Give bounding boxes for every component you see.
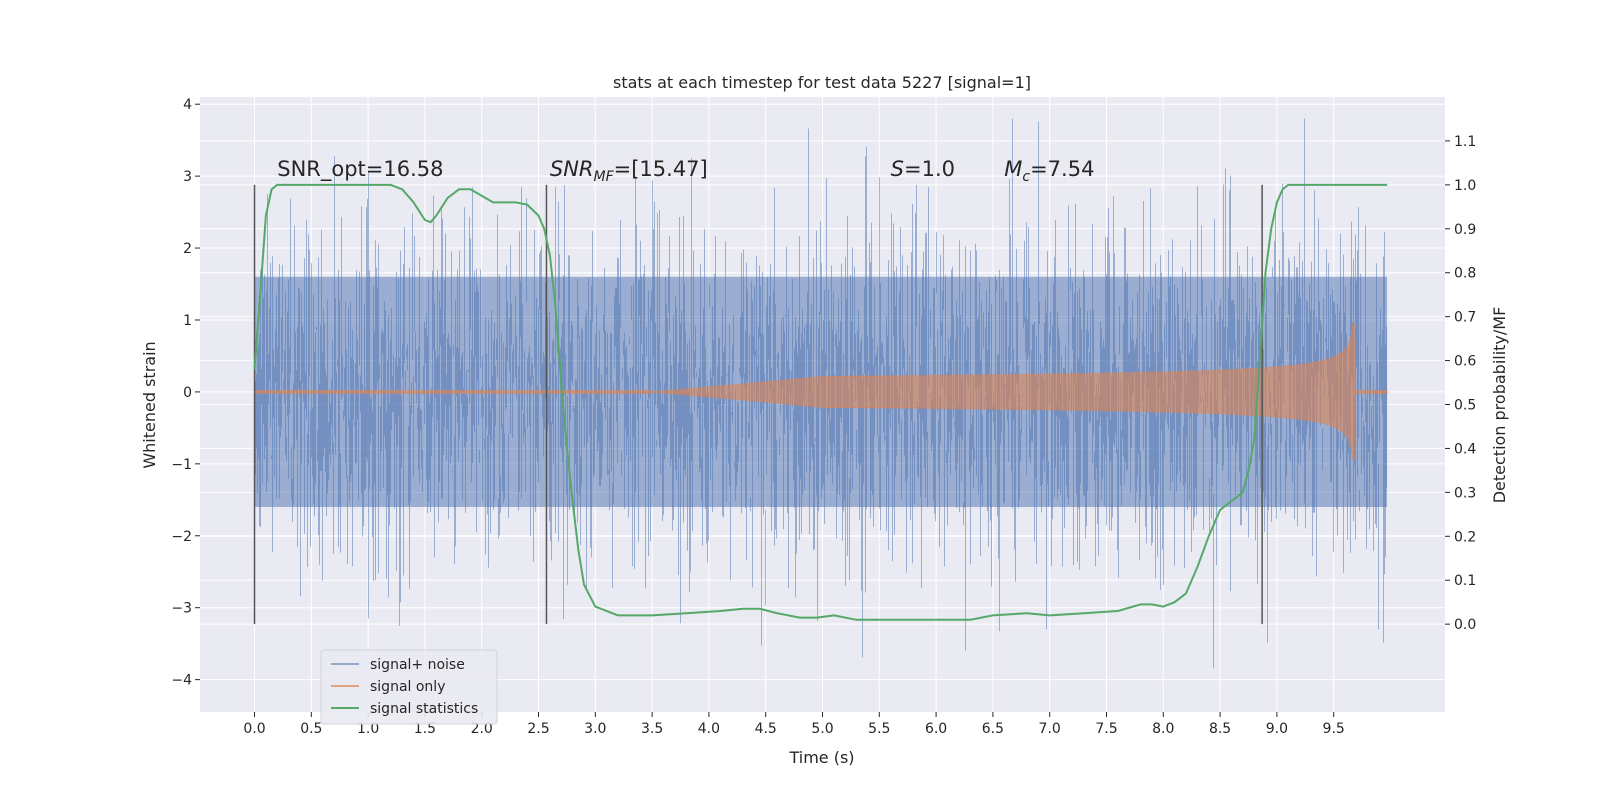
axis-layer: 0.0 0.5 1.0 1.5 2.0 2.5 3.0 3.5 4.0 4.5 5.0 5.5 6.0 6…	[171, 97, 1476, 737]
x-tick-label: 0.5	[300, 721, 322, 737]
x-tick-label: 3.0	[584, 721, 606, 737]
stat-annotation: Mc=7.54	[1004, 157, 1094, 185]
y-tick-label: 3	[183, 169, 192, 185]
annotation-layer: SNR_opt=16.58 SNRMF=[15.47] S=1.0 Mc=7.54	[277, 157, 1094, 185]
x-tick-label: 8.0	[1152, 721, 1174, 737]
x-tick-label: 2.0	[471, 721, 493, 737]
y-tick-label: −1	[171, 457, 192, 473]
legend-stats-label: signal statistics	[370, 701, 478, 717]
y2-tick-label: 0.2	[1454, 529, 1476, 545]
x-tick-label: 3.5	[641, 721, 663, 737]
legend-signal-label: signal only	[370, 679, 445, 695]
y2-tick-label: 1.1	[1454, 134, 1476, 150]
x-tick-label: 6.0	[925, 721, 947, 737]
y-tick-label: 1	[183, 313, 192, 329]
stat-annotation: SNR_opt=16.58	[277, 157, 443, 182]
y2-tick-label: 0.3	[1454, 485, 1476, 501]
y-tick-label: −2	[171, 529, 192, 545]
legend-box	[320, 649, 498, 725]
signal-statistics-series	[253, 183, 1388, 621]
x-axis-label: Time (s)	[788, 748, 854, 767]
x-tick-label: 7.5	[1095, 721, 1117, 737]
x-tick-label: 2.5	[527, 721, 549, 737]
stat-annotation: SNRMF=[15.47]	[550, 157, 708, 185]
x-tick-label: 9.0	[1266, 721, 1288, 737]
x-tick-label: 4.0	[698, 721, 720, 737]
vline-layer	[253, 184, 1263, 625]
x-tick-label: 5.5	[868, 721, 890, 737]
stats-layer	[253, 183, 1388, 621]
y-tick-label: 0	[183, 385, 192, 401]
legend: signal+ noise signal only signal statist…	[320, 649, 498, 725]
y2-tick-label: 0.9	[1454, 222, 1476, 238]
legend-noise-label: signal+ noise	[370, 657, 465, 673]
y-axis-label: Whitened strain	[140, 341, 159, 468]
x-tick-label: 5.0	[811, 721, 833, 737]
chart-title: stats at each timestep for test data 522…	[613, 73, 1031, 92]
y2-tick-label: 0.4	[1454, 441, 1476, 457]
x-tick-label: 4.5	[755, 721, 777, 737]
y2-tick-label: 0.1	[1454, 573, 1476, 589]
x-tick-label: 8.5	[1209, 721, 1231, 737]
x-tick-label: 1.0	[357, 721, 379, 737]
y-tick-label: 2	[183, 241, 192, 257]
y2-tick-label: 0.5	[1454, 398, 1476, 414]
stat-annotation: S=1.0	[891, 157, 955, 181]
x-tick-label: 6.5	[982, 721, 1004, 737]
y2-axis-label: Detection probability/MF	[1490, 307, 1509, 504]
y2-tick-label: 0.8	[1454, 266, 1476, 282]
y-tick-label: 4	[183, 97, 192, 113]
x-tick-label: 1.5	[414, 721, 436, 737]
y2-tick-label: 0.0	[1454, 617, 1476, 633]
y-tick-label: −3	[171, 601, 192, 617]
y2-tick-label: 0.7	[1454, 310, 1476, 326]
y2-tick-label: 0.6	[1454, 354, 1476, 370]
signal-only-series	[254, 322, 1388, 461]
x-tick-label: 0.0	[243, 721, 265, 737]
x-tick-label: 9.5	[1323, 721, 1345, 737]
signal-layer	[254, 322, 1388, 461]
x-tick-label: 7.0	[1039, 721, 1061, 737]
y2-tick-label: 1.0	[1454, 178, 1476, 194]
y-tick-label: −4	[171, 673, 192, 689]
